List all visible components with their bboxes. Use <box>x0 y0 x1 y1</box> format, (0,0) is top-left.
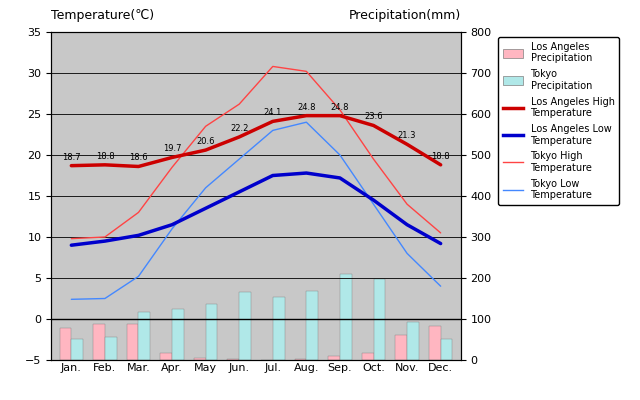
Text: 24.8: 24.8 <box>297 102 316 112</box>
Bar <box>127 324 138 360</box>
Bar <box>307 291 318 360</box>
Bar <box>374 279 385 360</box>
Bar <box>340 274 352 360</box>
Bar <box>328 356 340 360</box>
Text: 24.1: 24.1 <box>264 108 282 117</box>
Bar <box>396 335 407 360</box>
Bar <box>429 326 441 360</box>
Text: 18.8: 18.8 <box>95 152 114 161</box>
Text: 24.8: 24.8 <box>331 102 349 112</box>
Bar <box>205 304 218 360</box>
Bar <box>407 322 419 360</box>
Text: 18.8: 18.8 <box>431 152 450 161</box>
Text: 21.3: 21.3 <box>398 131 417 140</box>
Bar <box>172 309 184 360</box>
Text: 18.6: 18.6 <box>129 153 148 162</box>
Bar <box>273 297 285 360</box>
Text: 22.2: 22.2 <box>230 124 248 133</box>
Text: 20.6: 20.6 <box>196 137 215 146</box>
Text: 18.7: 18.7 <box>62 152 81 162</box>
Text: Precipitation(mm): Precipitation(mm) <box>349 9 461 22</box>
Bar <box>93 324 105 360</box>
Bar <box>441 339 452 360</box>
Bar <box>138 312 150 360</box>
Text: Temperature(℃): Temperature(℃) <box>51 9 154 22</box>
Bar <box>105 337 116 360</box>
Bar <box>294 359 307 360</box>
Legend: Los Angeles
Precipitation, Tokyo
Precipitation, Los Angeles High
Temperature, Lo: Los Angeles Precipitation, Tokyo Precipi… <box>499 37 620 205</box>
Bar <box>60 328 71 360</box>
Text: 23.6: 23.6 <box>364 112 383 121</box>
Bar <box>362 353 374 360</box>
Bar <box>71 339 83 360</box>
Bar <box>227 359 239 360</box>
Bar <box>239 292 251 360</box>
Text: 19.7: 19.7 <box>163 144 181 153</box>
Bar <box>194 358 205 360</box>
Bar <box>160 353 172 360</box>
